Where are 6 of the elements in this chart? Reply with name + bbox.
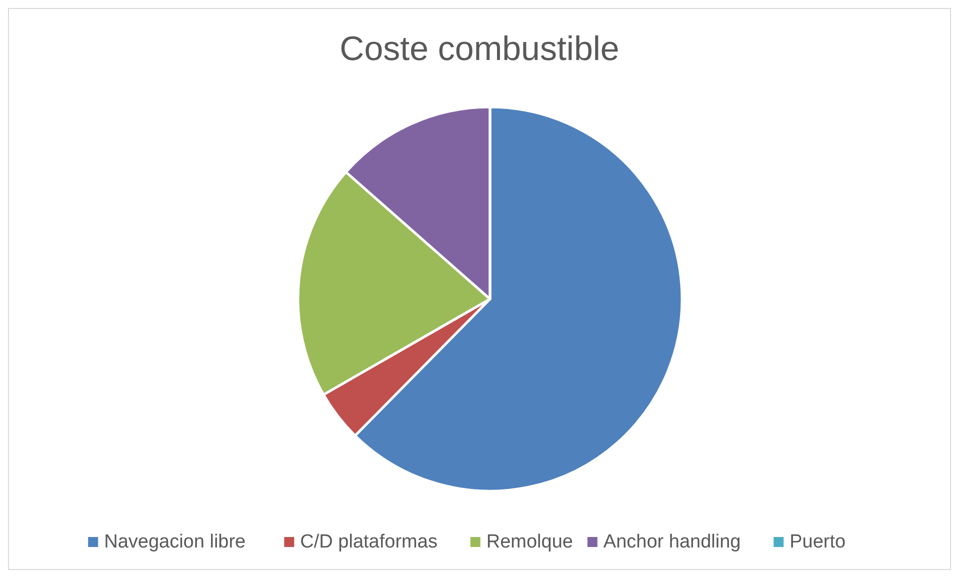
legend-label: C/D plataformas	[300, 532, 438, 552]
legend-label: Puerto	[790, 532, 846, 552]
legend-label: Navegacion libre	[104, 532, 246, 552]
chart-title: Coste combustible	[340, 30, 620, 68]
legend-label: Remolque	[486, 532, 573, 552]
legend-label: Anchor handling	[603, 532, 741, 552]
